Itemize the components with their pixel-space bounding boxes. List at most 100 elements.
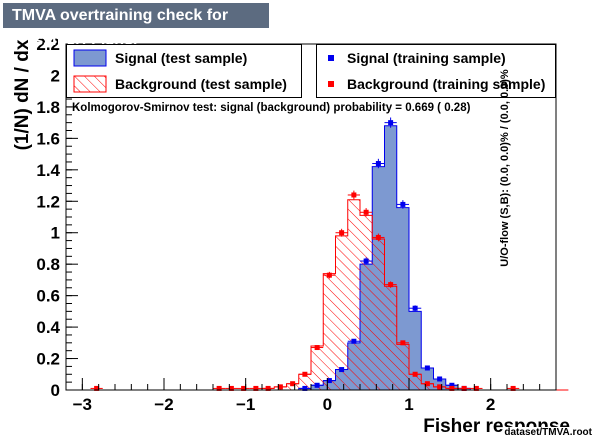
y-tick-label: 1.2 (36, 192, 60, 211)
x-tick-label: 2 (486, 395, 495, 414)
background-training-point (274, 384, 287, 390)
background-training-point (262, 385, 275, 391)
signal-training-point-marker (314, 382, 320, 388)
legend-entry-background-test: Background (test sample) (73, 73, 287, 95)
signal-training-point (311, 382, 324, 388)
signal-training-point-marker (326, 378, 332, 384)
legend-label-signal-training: Signal (training sample) (347, 50, 506, 66)
legend-right: Signal (training sample) Background (tra… (316, 44, 556, 98)
background-training-point (90, 385, 103, 391)
legend-entry-background-training: Background (training sample) (323, 73, 545, 95)
signal-training-point (421, 365, 434, 371)
chart-title: TMVA overtraining check for classifier: … (3, 3, 269, 49)
overflow-info: U/O-flow (S,B): (0.0, 0.0)% / (0.0, 0.0)… (499, 69, 511, 267)
signal-training-point-marker (351, 338, 357, 344)
background-training-point (347, 190, 360, 200)
background-training-point-marker (265, 385, 271, 391)
background-training-point-marker (302, 371, 308, 377)
signal-training-point-marker (412, 305, 418, 311)
background-training-point (298, 371, 311, 377)
signal-training-point (347, 338, 360, 344)
x-axis: −3 −2 −1 0 1 2 (65, 378, 557, 414)
signal-training-point-marker (302, 385, 308, 391)
background-training-point (360, 208, 373, 217)
signal-test-swatch (73, 49, 107, 67)
legend-entry-signal-test: Signal (test sample) (73, 47, 247, 69)
background-training-point (396, 340, 409, 346)
background-training-point (237, 385, 250, 391)
x-tick-label: −1 (236, 395, 255, 414)
y-tick-label: 0.8 (36, 255, 60, 274)
ks-test-annotation: Kolmogorov-Smirnov test: signal (backgro… (72, 102, 471, 114)
signal-training-point-marker (339, 367, 345, 373)
plot-frame-outline (65, 43, 557, 391)
signal-training-point (384, 117, 397, 128)
y-tick-label: 2 (51, 66, 60, 85)
signal-training-point-marker (363, 258, 369, 264)
signal-training-point-marker (375, 161, 381, 167)
background-training-point (421, 381, 434, 387)
x-tick-label: −3 (73, 395, 92, 414)
y-tick-label: 0 (51, 381, 60, 400)
signal-training-marker (328, 55, 334, 61)
background-training-point (433, 384, 446, 390)
background-training-point (213, 385, 226, 391)
x-tick-label: −2 (154, 395, 173, 414)
background-training-point-marker (290, 381, 296, 387)
background-training-point-marker (437, 384, 443, 390)
legend-label-background-training: Background (training sample) (347, 76, 546, 92)
signal-training-point-marker (449, 382, 455, 388)
legend-left: Signal (test sample) Background (test sa… (66, 44, 302, 98)
background-training-point-marker (400, 340, 406, 346)
background-training-point-marker (424, 381, 430, 387)
background-training-point (445, 385, 458, 391)
background-training-point (470, 385, 483, 391)
y-tick-label: 0.6 (36, 287, 60, 306)
signal-training-point-marker (400, 201, 406, 207)
y-tick-label: 1.8 (36, 98, 60, 117)
background-test-swatch (73, 75, 107, 93)
background-training-point-marker (241, 385, 247, 391)
legend-label-signal-test: Signal (test sample) (115, 50, 248, 66)
y-axis: 0 0.2 0.4 0.6 0.8 1 1.2 1.4 1.6 1.8 2 2.2 (36, 35, 78, 400)
x-tick-label: 0 (323, 395, 332, 414)
signal-training-point (372, 158, 385, 169)
signal-training-point (335, 367, 348, 373)
background-training-point-marker (326, 272, 332, 278)
background-training-point-marker (412, 371, 418, 377)
background-training-point (507, 385, 520, 391)
background-training-point (286, 381, 299, 387)
background-training-point-marker (510, 385, 516, 391)
background-training-marker (328, 81, 334, 87)
background-training-point (409, 371, 422, 377)
background-training-point (323, 271, 336, 279)
background-training-point-marker (253, 385, 259, 391)
background-training-point-marker (228, 385, 234, 391)
y-axis-label: (1/N) dN / dx (12, 39, 33, 151)
y-tick-label: 1 (51, 224, 60, 243)
background-training-point (372, 233, 385, 242)
signal-training-point-marker (424, 365, 430, 371)
signal-training-point-marker (437, 376, 443, 382)
background-training-point (335, 228, 348, 237)
y-tick-label: 0.4 (36, 318, 60, 337)
y-tick-label: 2.2 (36, 35, 60, 54)
background-training-point (384, 281, 397, 288)
signal-training-point (396, 200, 409, 209)
background-training-point (225, 385, 238, 391)
background-training-point-marker (216, 385, 222, 391)
background-training-point-marker (277, 384, 283, 390)
background-training-point-marker (314, 345, 320, 351)
footer-filename: dataset/TMVA.root (504, 427, 592, 438)
y-tick-label: 1.6 (36, 129, 60, 148)
background-training-point-marker (473, 385, 479, 391)
background-training-point-marker (363, 209, 369, 215)
background-training-point (311, 345, 324, 351)
x-tick-label: 1 (404, 395, 413, 414)
legend-label-background-test: Background (test sample) (115, 76, 287, 92)
y-tick-label: 0.2 (36, 350, 60, 369)
signal-training-point (323, 378, 336, 384)
signal-training-point (360, 257, 373, 265)
plot-frame (65, 43, 557, 391)
